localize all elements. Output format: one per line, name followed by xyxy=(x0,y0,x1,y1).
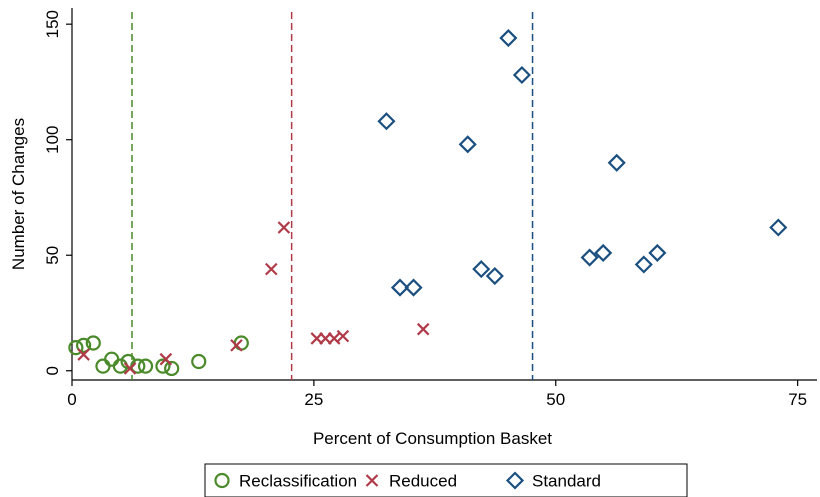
data-point-circle xyxy=(191,353,207,370)
series-reclassification xyxy=(68,335,249,377)
x-tick-label: 0 xyxy=(67,390,76,409)
data-point-x xyxy=(265,262,278,276)
data-point-x xyxy=(77,348,90,361)
plot-area: 0 25 50 75 0 50 100 150 xyxy=(43,8,817,409)
data-point-diamond xyxy=(377,112,396,131)
data-point-diamond xyxy=(404,278,423,297)
legend-items: Reclassification Reduced Standard xyxy=(214,471,601,491)
data-point-diamond xyxy=(580,248,599,267)
data-point-diamond xyxy=(648,243,667,262)
data-point-circle xyxy=(155,358,171,374)
legend: Reclassification Reduced Standard xyxy=(204,463,688,497)
x-axis-ticks: 0 25 50 75 xyxy=(67,380,807,409)
x-axis-title: Percent of Consumption Basket xyxy=(313,429,552,448)
y-tick-label: 50 xyxy=(43,246,62,265)
y-tick-label: 0 xyxy=(43,366,62,375)
data-point-x xyxy=(336,329,350,343)
reference-lines xyxy=(131,12,534,380)
x-tick-label: 50 xyxy=(546,390,565,409)
y-axis-ticks: 0 50 100 150 xyxy=(43,10,72,375)
data-point-diamond xyxy=(594,243,613,262)
legend-marker-circle xyxy=(214,472,230,489)
data-points xyxy=(68,28,788,377)
data-point-diamond xyxy=(390,278,410,297)
data-point-x xyxy=(123,362,137,375)
series-reduced xyxy=(77,221,430,375)
data-point-diamond xyxy=(472,260,491,279)
legend-marker-x xyxy=(365,474,379,487)
data-point-diamond xyxy=(499,28,518,48)
data-point-diamond xyxy=(769,218,788,237)
data-point-x xyxy=(159,352,173,366)
data-point-diamond xyxy=(634,255,653,274)
y-axis-title: Number of Changes xyxy=(9,118,28,270)
x-tick-label: 25 xyxy=(304,390,323,409)
data-point-x xyxy=(277,221,291,234)
legend-label: Standard xyxy=(532,472,601,491)
data-point-x xyxy=(416,322,430,336)
data-point-diamond xyxy=(485,266,504,286)
data-point-circle xyxy=(95,358,111,374)
data-point-x xyxy=(230,339,243,352)
y-tick-label: 150 xyxy=(43,10,62,38)
x-tick-label: 75 xyxy=(788,390,807,409)
legend-label: Reclassification xyxy=(239,472,357,491)
series-standard xyxy=(377,28,788,297)
data-point-x xyxy=(327,332,341,345)
y-tick-label: 100 xyxy=(43,126,62,154)
data-point-circle xyxy=(233,335,249,351)
legend-label: Reduced xyxy=(389,472,457,491)
data-point-diamond xyxy=(512,65,531,85)
data-point-diamond xyxy=(607,153,626,172)
data-point-circle xyxy=(104,351,120,367)
data-point-circle xyxy=(68,340,84,356)
data-point-circle xyxy=(85,335,101,351)
data-point-circle xyxy=(76,337,92,353)
legend-marker-diamond xyxy=(505,471,525,490)
data-point-circle xyxy=(164,360,180,377)
data-point-diamond xyxy=(458,135,477,154)
legend-box xyxy=(204,463,688,497)
data-point-circle xyxy=(137,358,154,374)
